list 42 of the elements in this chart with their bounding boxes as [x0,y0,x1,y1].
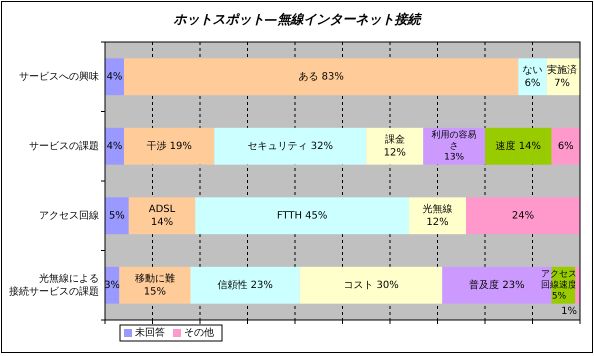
data-label: 普及度 23% [469,278,525,291]
data-label: 5% [108,210,125,222]
chart-title: ホットスポット—無線インターネット接続 [174,12,422,28]
legend-label: その他 [184,326,214,338]
legend-label: 未回答 [135,326,165,338]
data-label: 3% [104,280,120,291]
bar [552,128,580,165]
data-label: 1% [561,306,577,318]
y-tick-label: サービスへの興味 [19,70,99,82]
bar [124,58,518,96]
bar [485,128,552,165]
bar [214,128,366,165]
data-label: 利用の容易さ 13% [432,129,477,162]
y-tick-label: サービスの課題 [29,140,99,152]
data-label: 課金 12% [384,133,406,158]
bar [128,197,196,234]
data-label: 移動に難 15% [134,272,175,298]
data-label: 24% [512,210,534,222]
bar [124,128,214,165]
data-label: FTTH 45% [276,210,328,222]
data-label: ない 6% [522,64,542,89]
bar [190,266,300,304]
data-label: 4% [106,71,122,82]
data-label: 光無線 12% [422,202,452,228]
data-label: 速度 14% [496,140,541,152]
data-label: 4% [106,140,122,152]
y-tick-label: アクセス回線 [39,210,99,222]
bar [442,266,552,304]
bar [300,266,442,304]
data-label: 信頼性 23% [217,278,273,291]
data-label: 干渉 19% [146,140,192,152]
data-label: 6% [558,140,574,152]
y-tick-label: 光無線による接続サービスの課題 [9,272,99,298]
data-label: ある 83% [298,71,344,82]
data-label: ADSL 14% [148,204,176,228]
data-label: セキュリティ 32% [248,140,333,152]
data-label: 実施済 7% [547,64,577,89]
bar [366,128,424,165]
bar [195,197,409,234]
bar [466,197,580,234]
bar [105,197,129,234]
data-label: コスト 30% [343,280,399,291]
